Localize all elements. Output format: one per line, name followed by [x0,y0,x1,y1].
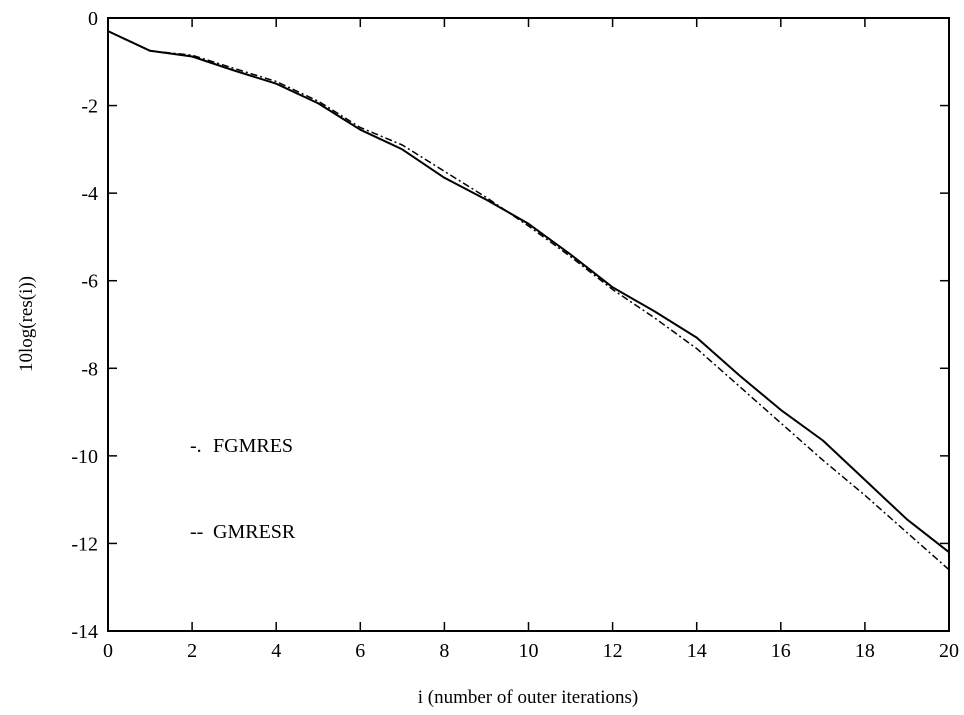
y-tick-label: 0 [88,8,98,30]
legend: -. FGMRES -- GMRESR [190,435,296,543]
x-tick-label: 8 [439,640,449,662]
axis-ticks [107,17,950,632]
y-tick-label: -2 [81,96,98,118]
x-tick-label: 16 [771,640,791,662]
series-line-gmresr [107,30,950,553]
y-tick-label: -6 [81,271,98,293]
series-line-fgmres [107,30,950,571]
x-tick-label: 12 [603,640,623,662]
series-layer [107,30,950,571]
legend-marker-gmresr: -- [190,521,203,543]
legend-label-fgmres: FGMRES [213,435,293,457]
x-tick-label: 6 [355,640,365,662]
y-axis-label: 10log(res(i)) [16,276,37,372]
x-tick-label: 4 [271,640,281,662]
y-tick-label: -12 [71,533,98,555]
x-tick-label: 2 [187,640,197,662]
x-tick-label: 20 [939,640,959,662]
y-tick-label: -8 [81,358,98,380]
y-tick-label: -10 [71,446,98,468]
x-tick-label: 10 [519,640,539,662]
legend-label-gmresr: GMRESR [213,521,296,543]
y-tick-label: -4 [81,183,98,205]
legend-marker-fgmres: -. [190,435,202,457]
x-tick-label: 0 [103,640,113,662]
x-tick-label: 14 [687,640,707,662]
x-axis-label: i (number of outer iterations) [418,687,639,708]
axis-tick-labels: 0 2 4 6 8 10 12 14 16 18 20 0 -2 -4 -6 -8 -10 -12 -14 [71,8,959,662]
y-tick-label: -14 [71,621,98,643]
x-tick-label: 18 [855,640,875,662]
